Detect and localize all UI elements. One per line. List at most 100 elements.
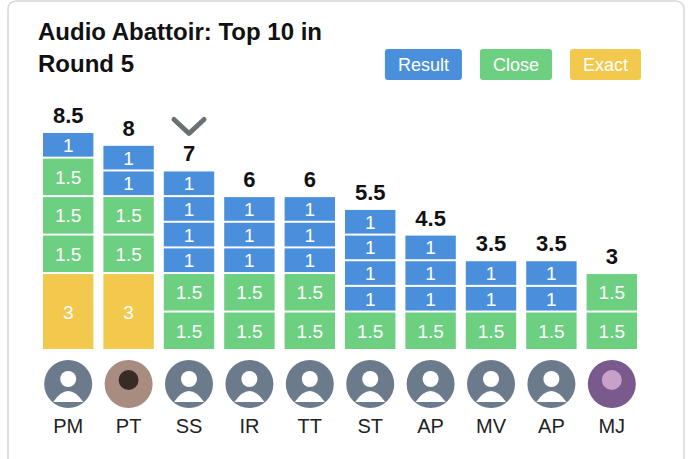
avatar-photo: [602, 370, 622, 390]
segment-label: 1: [184, 199, 195, 220]
segment: [164, 248, 214, 272]
segment: [345, 313, 395, 349]
segment: [224, 313, 274, 349]
legend-item: Close: [480, 49, 552, 80]
segment: [43, 159, 93, 195]
segment: [103, 171, 153, 195]
legend-label: Result: [398, 55, 449, 75]
category-label: SS: [176, 415, 203, 437]
segment: [285, 274, 335, 310]
segment-label: 1: [244, 199, 255, 220]
total-label: 6: [243, 167, 255, 192]
segment: [103, 146, 153, 170]
chart: Audio Abattoir: Top 10 inRound 5ExactClo…: [0, 0, 690, 459]
segment: [164, 197, 214, 221]
total-label: 8.5: [53, 103, 84, 128]
avatar: [588, 360, 636, 408]
segment: [466, 261, 516, 285]
segment-label: 1: [184, 173, 195, 194]
title-line: Round 5: [38, 50, 134, 77]
segment-label: 1.5: [478, 321, 504, 342]
segment-label: 1.5: [55, 167, 81, 188]
category-label: IR: [239, 415, 259, 437]
segment: [526, 261, 576, 285]
segment: [224, 197, 274, 221]
legend-label: Close: [493, 55, 539, 75]
legend-swatch: [385, 49, 462, 80]
segment-label: 1.5: [599, 321, 625, 342]
category-label: AP: [538, 415, 565, 437]
total-label: 8: [122, 116, 134, 141]
category-label: PT: [116, 415, 142, 437]
segment-label: 1: [63, 135, 74, 156]
avatar: [407, 360, 455, 408]
category-label: AP: [417, 415, 444, 437]
legend-item: Result: [385, 49, 462, 80]
avatar: [165, 360, 213, 408]
segment-label: 1: [305, 225, 316, 246]
segment: [164, 223, 214, 247]
avatar: [346, 360, 394, 408]
segment: [43, 197, 93, 233]
segment: [526, 313, 576, 349]
avatar-body: [476, 391, 506, 402]
segment-label: 1: [486, 263, 497, 284]
segment-label: 1: [365, 212, 376, 233]
segment-label: 1: [123, 173, 134, 194]
segment: [466, 313, 516, 349]
avatar-head: [362, 371, 378, 387]
avatar-photo: [119, 370, 139, 390]
category-label: TT: [298, 415, 322, 437]
segment: [345, 236, 395, 260]
total-label: 3.5: [476, 231, 507, 256]
segment-label: 1.5: [236, 321, 262, 342]
segment: [43, 236, 93, 272]
total-label: 4.5: [415, 206, 446, 231]
segment: [285, 223, 335, 247]
segment: [224, 248, 274, 272]
avatar: [286, 360, 334, 408]
card: [8, 1, 684, 459]
segment-label: 3: [63, 302, 74, 323]
segment: [224, 223, 274, 247]
avatar-body: [355, 391, 385, 402]
category-label: ST: [357, 415, 383, 437]
segment-label: 1.5: [176, 321, 202, 342]
segment: [405, 236, 455, 260]
segment-label: 1: [365, 237, 376, 258]
avatar: [467, 360, 515, 408]
segment: [103, 236, 153, 272]
avatar: [105, 360, 153, 408]
segment-label: 1: [425, 263, 436, 284]
legend-label: Exact: [583, 55, 628, 75]
segment-label: 1: [123, 148, 134, 169]
segment: [43, 133, 93, 157]
avatar-body: [536, 391, 566, 402]
segment-label: 1.5: [115, 205, 141, 226]
avatar-head: [60, 371, 76, 387]
segment: [405, 261, 455, 285]
segment-label: 1: [305, 250, 316, 271]
total-label: 3.5: [536, 231, 567, 256]
segment-label: 1.5: [115, 244, 141, 265]
segment-label: 1: [546, 263, 557, 284]
category-label: MJ: [598, 415, 625, 437]
segment: [466, 287, 516, 311]
segment-label: 1: [244, 225, 255, 246]
total-label: 7: [183, 141, 195, 166]
avatar-head: [302, 371, 318, 387]
avatar-body: [234, 391, 264, 402]
segment-label: 1.5: [417, 321, 443, 342]
category-label: MV: [476, 415, 507, 437]
avatar-body: [295, 391, 325, 402]
total-label: 6: [304, 167, 316, 192]
legend-item: Exact: [570, 49, 641, 80]
avatar: [527, 360, 575, 408]
segment-label: 1: [365, 289, 376, 310]
total-label: 5.5: [355, 180, 386, 205]
legend-swatch: [480, 49, 552, 80]
labels: 31.51.51.518.531.51.51181.51.5111171.51.…: [53, 103, 625, 342]
legend-swatch: [570, 49, 641, 80]
segment-label: 1.5: [357, 321, 383, 342]
segment: [526, 287, 576, 311]
